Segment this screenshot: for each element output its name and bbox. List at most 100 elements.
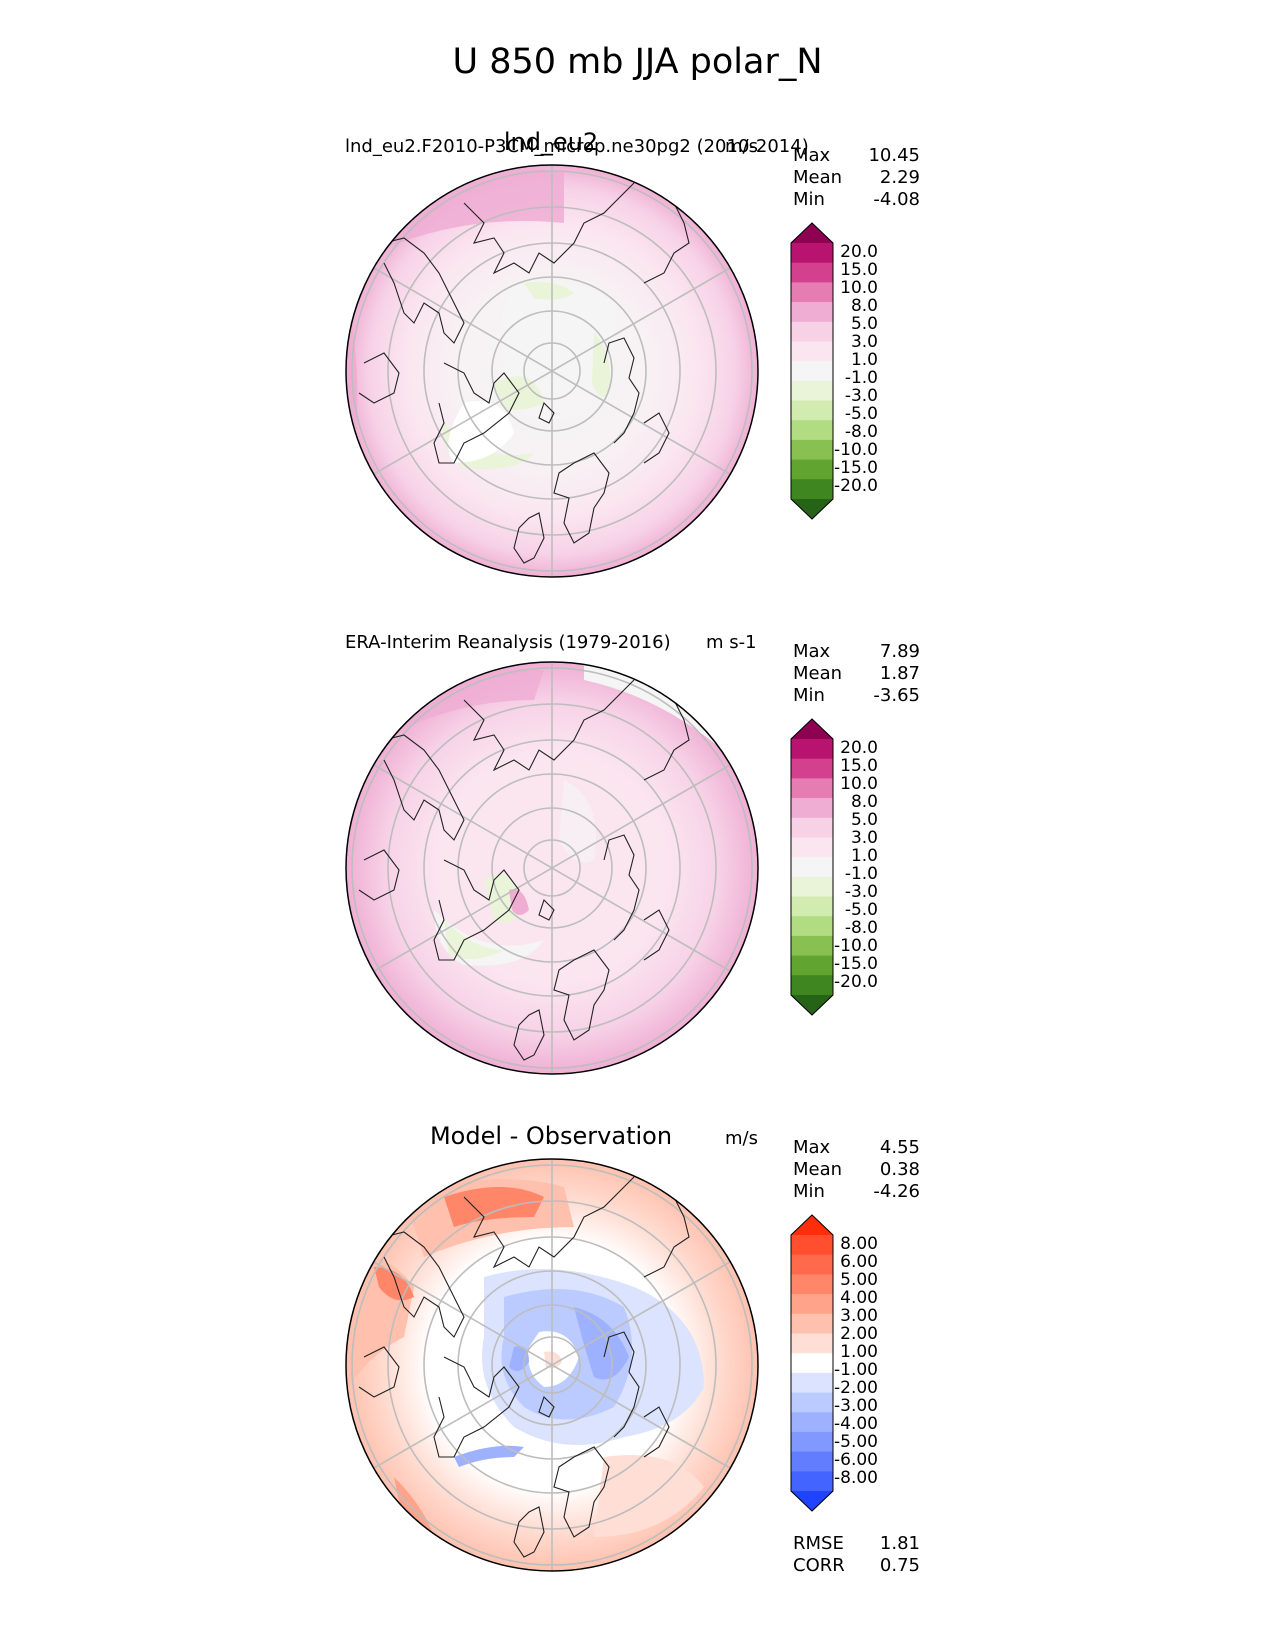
panel3-stat-mean-value: 0.38 (879, 1159, 920, 1180)
colorbar-segment (791, 1353, 833, 1374)
panel3-stat-max-value: 4.55 (879, 1137, 920, 1158)
colorbar-segment (791, 1294, 833, 1315)
panel3-stat-max-label: Max (793, 1137, 831, 1158)
panel2-cbar-tick: -5.0 (844, 900, 878, 920)
panel2-stat-min-value: -3.65 (873, 685, 920, 706)
panel1-colorbar (790, 222, 834, 520)
colorbar-segment (791, 817, 833, 838)
panel1-stat-min-value: -4.08 (873, 189, 920, 210)
colorbar-segment (791, 420, 833, 441)
panel3-cbar-tick: -1.00 (834, 1360, 878, 1380)
panel1-polar-map (345, 164, 759, 578)
panel3-cbar-tick: 8.00 (840, 1234, 878, 1254)
panel2-cbar-tick: 15.0 (840, 756, 878, 776)
colorbar-segment (791, 1431, 833, 1453)
panel2-colorbar-ticks: 20.0 15.0 10.0 8.0 5.0 3.0 1.0 -1.0 -3.0… (818, 739, 878, 991)
panel2-cbar-tick: 3.0 (850, 828, 878, 848)
panel2-cbar-tick: 20.0 (840, 738, 878, 758)
colorbar-segment (791, 479, 833, 500)
colorbar-segment (791, 935, 833, 957)
panel3-rmse-label: RMSE (793, 1533, 844, 1554)
colorbar-segment (791, 1313, 833, 1334)
panel1-stat-min-label: Min (793, 189, 825, 210)
panel2-cbar-tick: -1.0 (844, 864, 878, 884)
panel1-stat-mean-value: 2.29 (879, 167, 920, 188)
colorbar-segment (791, 1235, 833, 1256)
colorbar-segment (791, 1471, 833, 1492)
colorbar-extend-bottom (791, 499, 833, 519)
panel3-stat-min-value: -4.26 (873, 1181, 920, 1202)
panel1-cbar-tick: -8.0 (844, 422, 878, 442)
panel2-colorbar (790, 718, 834, 1016)
colorbar-segment (791, 1372, 833, 1394)
colorbar-outline (790, 222, 834, 520)
colorbar-segment (791, 243, 833, 264)
panel1-cbar-tick: 20.0 (840, 242, 878, 262)
panel1-stat-mean-label: Mean (793, 167, 843, 188)
panel1-cbar-tick: 1.0 (850, 350, 878, 370)
colorbar-segment (791, 916, 833, 937)
colorbar-segment (791, 896, 833, 917)
panel3-polar-map (345, 1158, 759, 1572)
colorbar-outline (790, 718, 834, 1016)
colorbar-segment (791, 975, 833, 996)
colorbar-extend-top (791, 1215, 833, 1235)
colorbar-segment (791, 778, 833, 799)
colorbar-segment (791, 341, 833, 362)
colorbar-segment (791, 459, 833, 480)
colorbar-extend-top (791, 719, 833, 739)
panel1-stat-max-label: Max (793, 145, 831, 166)
colorbar-outline (790, 1214, 834, 1512)
panel1-cbar-tick: 10.0 (840, 278, 878, 298)
colorbar-segment (791, 739, 833, 760)
panel2-left-label: ERA-Interim Reanalysis (1979-2016) (345, 632, 671, 653)
colorbar-extend-bottom (791, 995, 833, 1015)
panel1-left-label: lnd_eu2.F2010-P3CM_microp.ne30pg2 (2010-… (345, 136, 809, 157)
panel2-cbar-tick: 1.0 (850, 846, 878, 866)
panel2-polar-map (345, 661, 759, 1075)
panel1-cbar-tick: 3.0 (850, 332, 878, 352)
panel1-cbar-tick: -3.0 (844, 386, 878, 406)
panel3-colorbar (790, 1214, 834, 1512)
panel2-cbar-tick: -3.0 (844, 882, 878, 902)
panel3-cbar-tick: 6.00 (840, 1252, 878, 1272)
panel3-cbar-tick: 5.00 (840, 1270, 878, 1290)
panel3-corr-label: CORR (793, 1555, 845, 1576)
panel3-title: Model - Observation (429, 1122, 673, 1150)
colorbar-segment (791, 1333, 833, 1354)
panel1-cbar-tick: -1.0 (844, 368, 878, 388)
panel1-cbar-tick: 5.0 (850, 314, 878, 334)
colorbar-segment (791, 1412, 833, 1433)
colorbar-segment (791, 857, 833, 878)
panel2-units: m s-1 (706, 632, 757, 653)
panel2-stat-max-label: Max (793, 641, 831, 662)
panel3-cbar-tick: 4.00 (840, 1288, 878, 1308)
panel3-cbar-tick: -8.00 (834, 1468, 878, 1488)
panel2-cbar-tick: -8.0 (844, 918, 878, 938)
panel2-cbar-tick: 10.0 (840, 774, 878, 794)
panel1-units: m/s (725, 136, 758, 157)
panel3-cbar-tick: -4.00 (834, 1414, 878, 1434)
panel3-units: m/s (725, 1128, 758, 1149)
colorbar-segment (791, 262, 833, 283)
panel3-cbar-tick: 3.00 (840, 1306, 878, 1326)
panel2-stat-max-value: 7.89 (879, 641, 920, 662)
panel2-cbar-tick: -20.0 (834, 972, 878, 992)
panel1-stat-max-value: 10.45 (868, 145, 920, 166)
colorbar-segment (791, 1451, 833, 1472)
panel1-cbar-tick: -5.0 (844, 404, 878, 424)
colorbar-extend-bottom (791, 1491, 833, 1511)
panel2-cbar-tick: -10.0 (834, 936, 878, 956)
colorbar-segment (791, 400, 833, 421)
colorbar-segment (791, 282, 833, 303)
panel1-cbar-tick: -15.0 (834, 458, 878, 478)
panel1-title: lnd_eu2 (503, 128, 599, 156)
colorbar-segment (791, 361, 833, 382)
colorbar-segment (791, 837, 833, 858)
panel3-cbar-tick: -2.00 (834, 1378, 878, 1398)
colorbar-segment (791, 758, 833, 779)
colorbar-extend-top (791, 223, 833, 243)
colorbar-segment (791, 798, 833, 819)
panel1-colorbar-ticks: 20.0 15.0 10.0 8.0 5.0 3.0 1.0 -1.0 -3.0… (818, 243, 878, 495)
panel1-cbar-tick: -20.0 (834, 476, 878, 496)
